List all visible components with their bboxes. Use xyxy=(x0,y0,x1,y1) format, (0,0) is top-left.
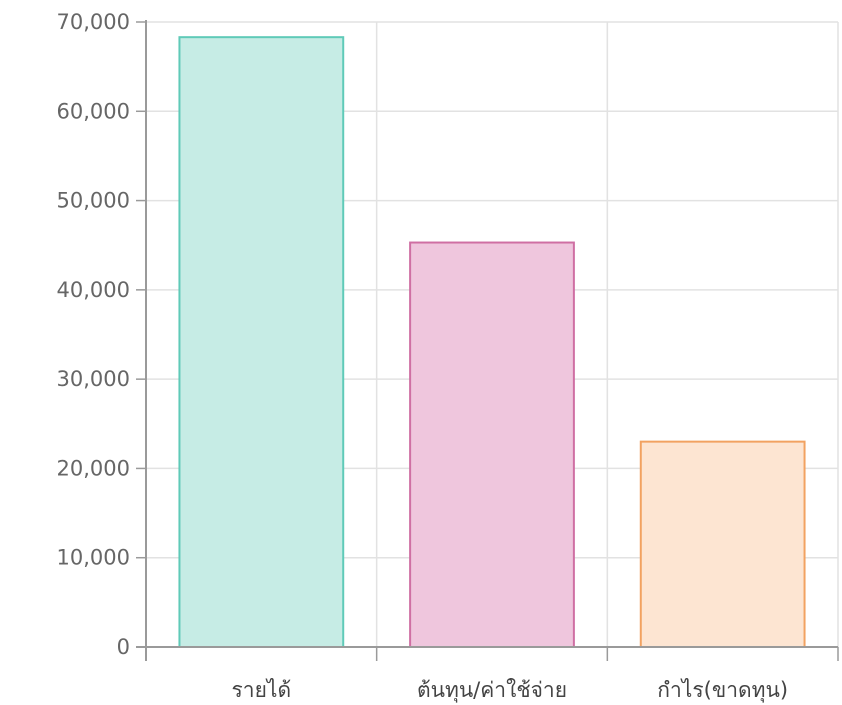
y-tick-label: 70,000 xyxy=(57,10,130,34)
bars xyxy=(178,36,806,649)
axes xyxy=(136,20,839,661)
y-tick-label: 50,000 xyxy=(57,189,130,213)
y-tick-label: 10,000 xyxy=(57,546,130,570)
y-tick-label: 30,000 xyxy=(57,367,130,391)
x-category-label: รายได้ xyxy=(232,678,292,702)
y-tick-label: 40,000 xyxy=(57,278,130,302)
y-tick-label: 20,000 xyxy=(57,456,130,480)
x-category-label: ต้นทุน/ค่าใช้จ่าย xyxy=(417,678,567,703)
labels: 0 10,000 20,000 30,000 40,000 50,000 60,000 70,… xyxy=(57,10,789,703)
y-tick-label: 60,000 xyxy=(57,99,130,123)
x-category-label: กำไร(ขาดทุน) xyxy=(657,678,788,703)
bar-1 xyxy=(178,36,345,648)
bar-3 xyxy=(639,440,806,648)
bar-2 xyxy=(409,241,575,649)
y-tick-label: 0 xyxy=(117,635,130,659)
